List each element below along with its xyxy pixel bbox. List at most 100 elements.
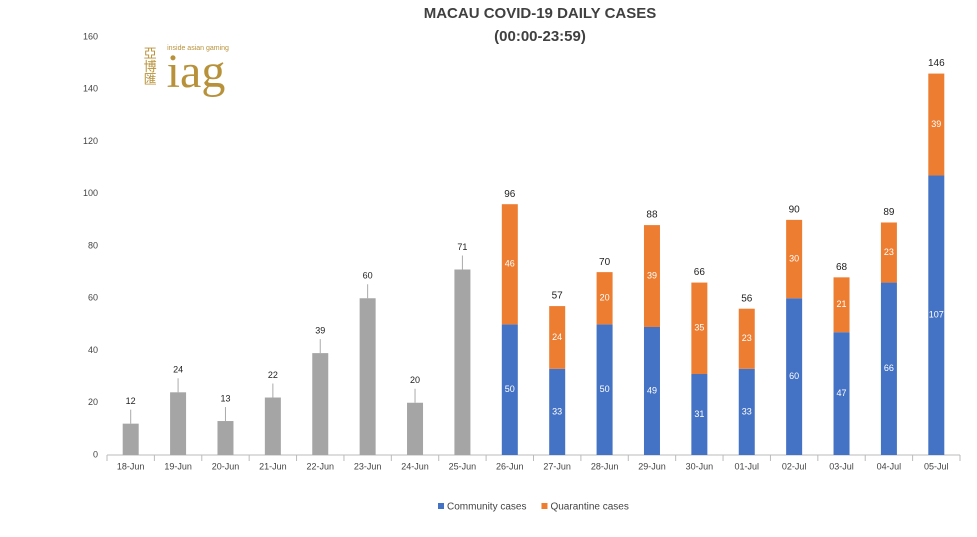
logo-tagline: inside asian gaming — [167, 45, 229, 52]
bar — [738, 368, 755, 455]
bar — [596, 324, 613, 455]
total-label: 56 — [741, 293, 753, 304]
bar — [312, 353, 329, 455]
legend-label: Community cases — [447, 502, 526, 513]
x-tick-label: 19-Jun — [164, 461, 192, 471]
bar — [880, 222, 897, 283]
segment-label: 23 — [884, 247, 894, 257]
legend-swatch — [541, 503, 548, 509]
x-tick-label: 25-Jun — [449, 461, 477, 471]
total-label: 68 — [836, 262, 848, 273]
bar — [880, 282, 897, 455]
bar — [596, 272, 613, 325]
data-label: 20 — [410, 375, 420, 385]
segment-label: 107 — [929, 310, 944, 320]
bar — [454, 269, 471, 455]
x-tick-label: 20-Jun — [212, 461, 240, 471]
x-tick-label: 29-Jun — [638, 461, 666, 471]
total-label: 57 — [552, 291, 564, 302]
bar — [217, 421, 234, 455]
bar — [928, 73, 945, 176]
total-label: 96 — [504, 189, 516, 200]
total-label: 66 — [694, 267, 706, 278]
x-tick-label: 28-Jun — [591, 461, 619, 471]
chart-subtitle: (00:00-23:59) — [494, 28, 586, 45]
y-tick-label: 60 — [88, 293, 98, 303]
logo-mark: iag — [167, 45, 226, 98]
total-label: 90 — [789, 205, 801, 216]
x-tick-label: 23-Jun — [354, 461, 382, 471]
bar — [549, 368, 566, 455]
x-tick-label: 02-Jul — [782, 461, 807, 471]
data-label: 71 — [457, 242, 467, 252]
x-tick-label: 26-Jun — [496, 461, 524, 471]
bar — [738, 308, 755, 369]
bar — [264, 397, 281, 455]
segment-label: 39 — [647, 270, 657, 280]
x-tick-label: 24-Jun — [401, 461, 429, 471]
x-tick-label: 01-Jul — [734, 461, 759, 471]
y-tick-label: 40 — [88, 345, 98, 355]
data-label: 22 — [268, 370, 278, 380]
data-label: 60 — [363, 271, 373, 281]
segment-label: 33 — [742, 406, 752, 416]
data-label: 39 — [315, 325, 325, 335]
segment-label: 21 — [837, 299, 847, 309]
segment-label: 20 — [600, 293, 610, 303]
logo-chinese: 亞博匯 — [142, 47, 157, 86]
segment-label: 31 — [694, 409, 704, 419]
segment-label: 60 — [789, 371, 799, 381]
segment-label: 30 — [789, 253, 799, 263]
data-label: 12 — [126, 396, 136, 406]
chart-title: MACAU COVID-19 DAILY CASES — [424, 5, 657, 22]
x-tick-label: 21-Jun — [259, 461, 287, 471]
y-tick-label: 0 — [93, 449, 98, 459]
y-tick-label: 20 — [88, 397, 98, 407]
legend-label: Quarantine cases — [550, 502, 628, 513]
total-label: 70 — [599, 257, 611, 268]
data-label: 13 — [220, 393, 230, 403]
segment-label: 23 — [742, 333, 752, 343]
bar — [407, 402, 424, 455]
total-label: 146 — [928, 58, 945, 69]
total-label: 88 — [646, 210, 658, 221]
segment-label: 66 — [884, 363, 894, 373]
y-tick-label: 160 — [83, 31, 98, 41]
bar — [501, 324, 518, 455]
x-tick-label: 03-Jul — [829, 461, 854, 471]
bar — [170, 392, 187, 455]
bar — [643, 225, 660, 327]
bar — [359, 298, 376, 455]
bar — [122, 423, 139, 455]
segment-label: 49 — [647, 385, 657, 395]
x-tick-label: 18-Jun — [117, 461, 145, 471]
segment-label: 39 — [931, 119, 941, 129]
x-tick-label: 27-Jun — [543, 461, 571, 471]
segment-label: 50 — [505, 384, 515, 394]
segment-label: 50 — [600, 384, 610, 394]
segment-label: 24 — [552, 332, 562, 342]
bar — [928, 175, 945, 455]
y-tick-label: 140 — [83, 84, 98, 94]
y-tick-label: 100 — [83, 188, 98, 198]
bar — [691, 282, 708, 375]
total-label: 89 — [883, 207, 895, 218]
segment-label: 46 — [505, 259, 515, 269]
legend-swatch — [438, 503, 444, 509]
bar — [549, 306, 566, 369]
bar — [643, 326, 660, 455]
bar — [786, 298, 803, 455]
bar — [501, 204, 518, 325]
y-tick-label: 80 — [88, 240, 98, 250]
bar — [786, 219, 803, 299]
segment-label: 33 — [552, 406, 562, 416]
bar — [833, 277, 850, 333]
segment-label: 47 — [837, 388, 847, 398]
x-tick-label: 04-Jul — [877, 461, 902, 471]
data-label: 24 — [173, 365, 183, 375]
y-tick-label: 120 — [83, 136, 98, 146]
x-tick-label: 22-Jun — [306, 461, 334, 471]
segment-label: 35 — [694, 323, 704, 333]
bar — [833, 332, 850, 455]
